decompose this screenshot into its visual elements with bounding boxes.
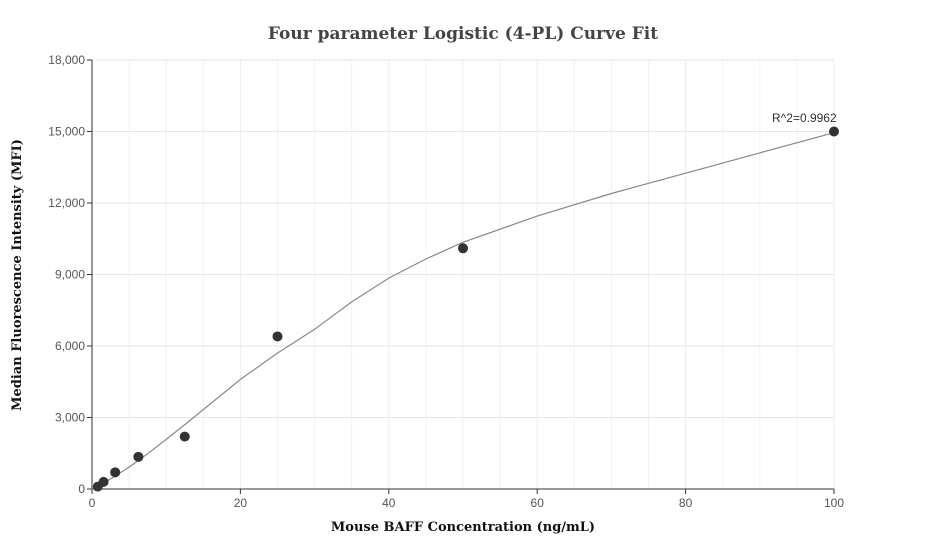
data-point: [272, 331, 283, 342]
data-point: [133, 451, 144, 462]
x-tick-label: 0: [89, 496, 96, 510]
y-tick-label: 15,000: [48, 125, 85, 139]
data-points-group: [92, 126, 839, 492]
x-tick-label: 80: [679, 496, 693, 510]
x-tick-label: 20: [234, 496, 248, 510]
x-axis-ticks: 0 20 40 60 80 100: [89, 489, 844, 510]
x-axis-label: Mouse BAFF Concentration (ng/mL): [331, 520, 595, 535]
data-point: [829, 126, 839, 137]
annotations-group: R^2=0.9962: [772, 111, 837, 125]
data-point: [110, 467, 121, 478]
x-tick-label: 100: [824, 496, 844, 510]
data-point: [98, 476, 109, 487]
r-squared-annotation: R^2=0.9962: [772, 111, 837, 125]
y-tick-label: 0: [78, 482, 85, 496]
data-point: [458, 243, 468, 254]
y-tick-label: 6,000: [55, 339, 85, 353]
y-axis-ticks: 0 3,000 6,000 9,000 12,000 15,000 18,000: [48, 53, 92, 496]
y-tick-label: 9,000: [55, 268, 85, 282]
x-tick-label: 40: [382, 496, 396, 510]
y-axis-label: Median Fluorescence Intensity (MFI): [10, 139, 25, 411]
y-tick-label: 3,000: [55, 411, 85, 425]
major-gridlines: [92, 59, 835, 489]
x-tick-label: 60: [531, 496, 545, 510]
y-tick-label: 12,000: [48, 196, 85, 210]
data-point: [179, 431, 190, 442]
chart-title: Four parameter Logistic (4-PL) Curve Fit: [268, 24, 658, 44]
y-tick-label: 18,000: [48, 53, 85, 67]
